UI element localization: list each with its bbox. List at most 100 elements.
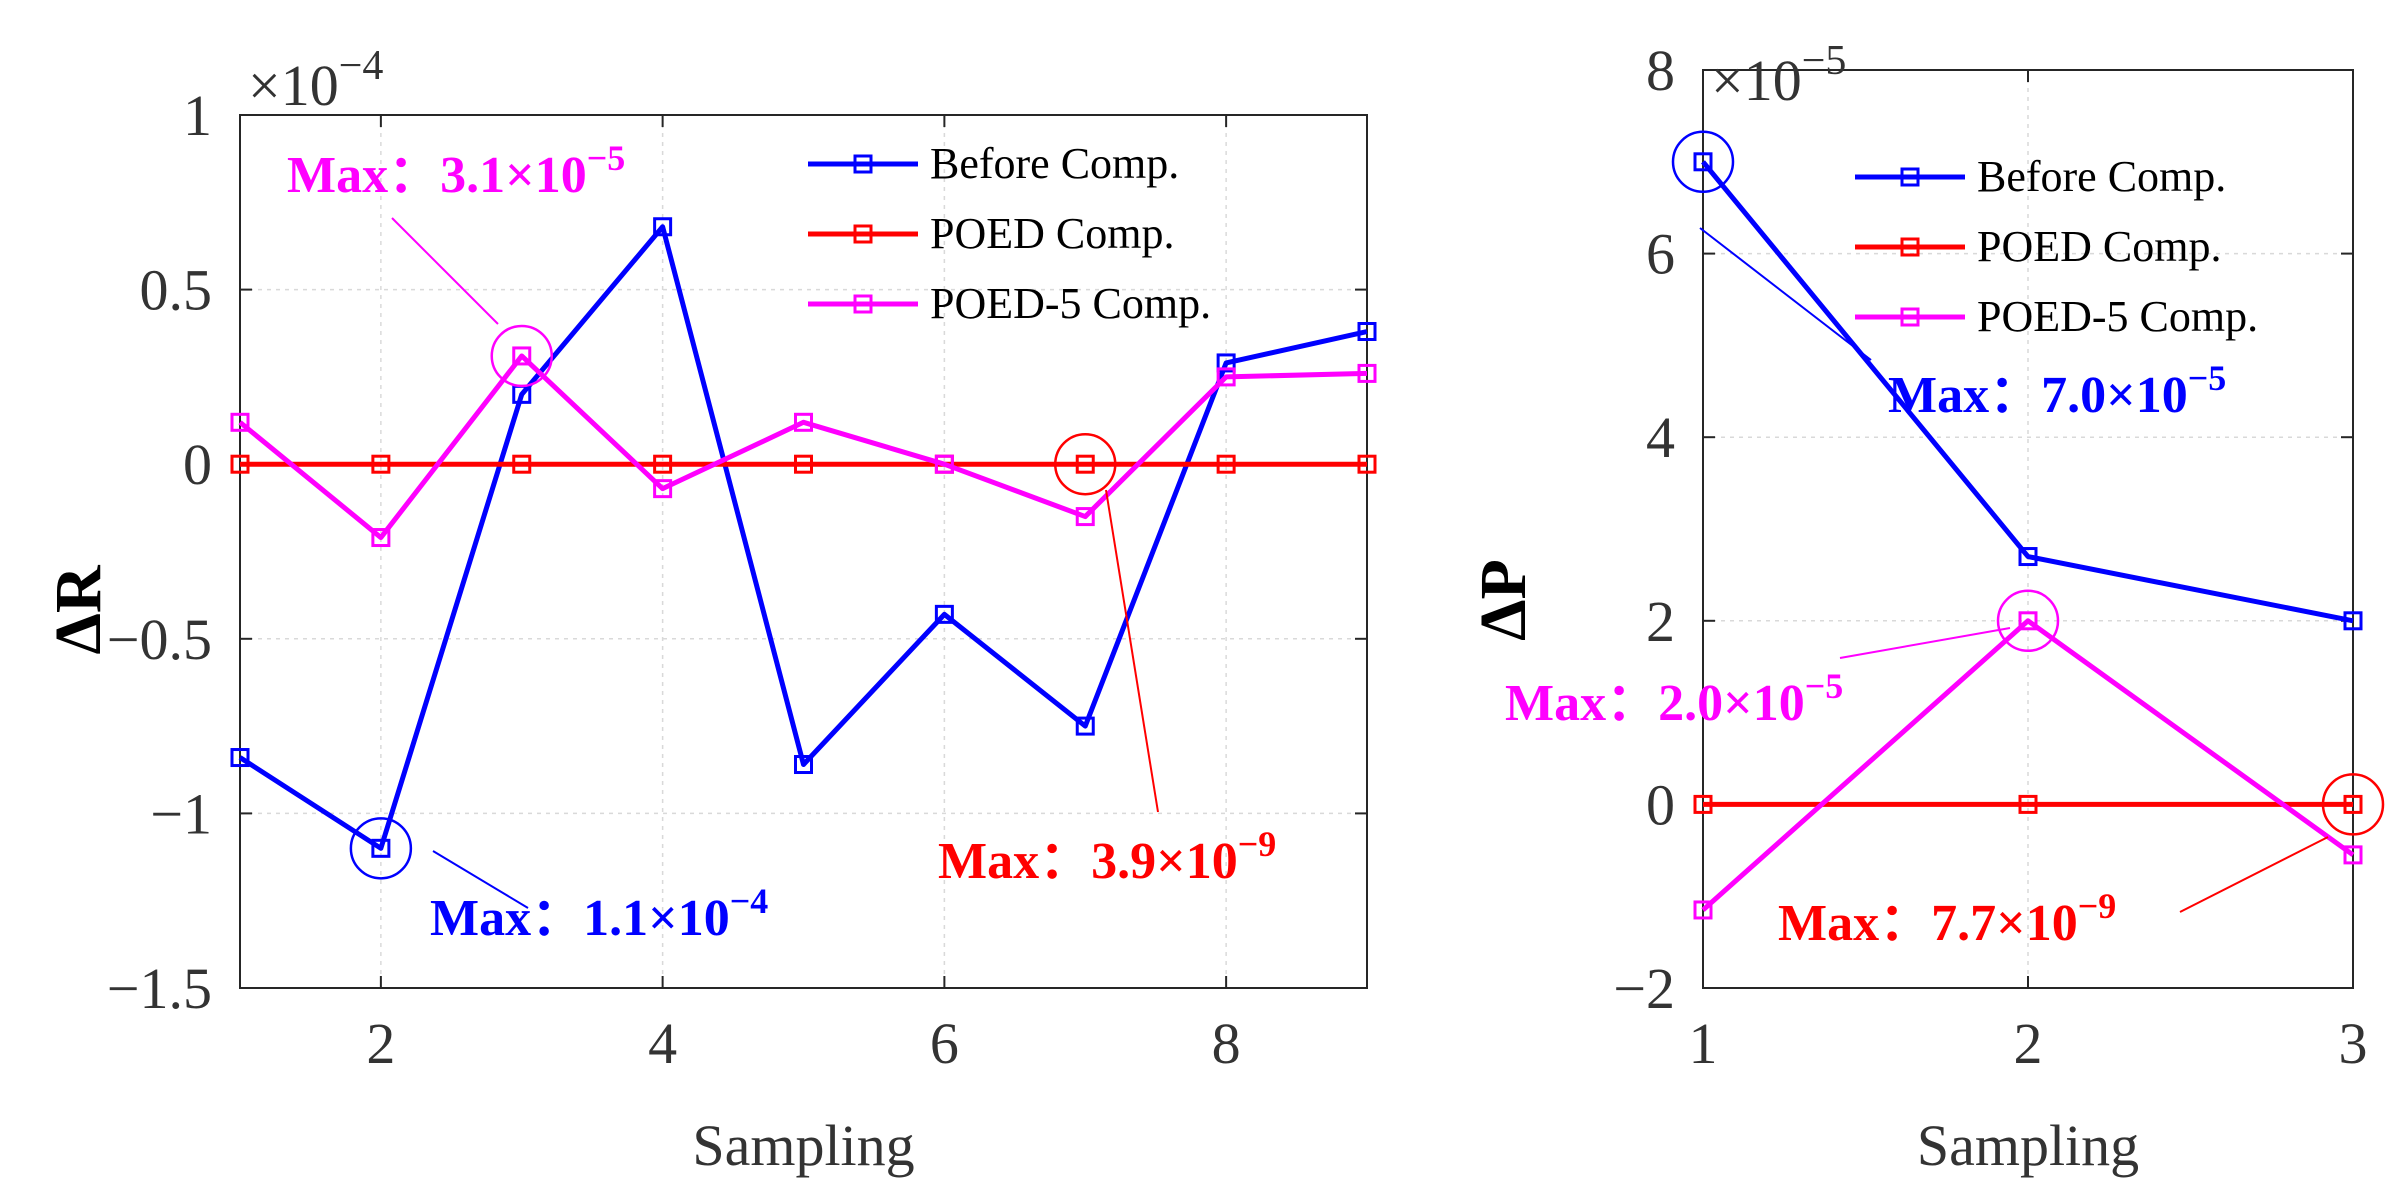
legend-marker [853, 224, 873, 244]
legend-label: POED-5 Comp. [1977, 292, 2258, 341]
annotation-exponent: −5 [587, 138, 626, 178]
data-point [794, 412, 813, 432]
data-point [653, 479, 673, 499]
data-point [794, 454, 813, 474]
legend: Before Comp. POED Comp. POED-5 Comp. [1855, 152, 2258, 341]
annotation-mantissa: 3.1×10 [440, 147, 587, 204]
series-poed-5-comp [1693, 611, 2363, 920]
y-tick-label: −1.5 [107, 956, 212, 1021]
annotation-text: Max：7.0×10−5 [1888, 358, 2226, 424]
annotation-mantissa: 2.0×10 [1658, 675, 1805, 732]
annotation-max: Max：3.9×10−9 [938, 432, 1276, 890]
data-point [512, 454, 532, 474]
y-tick-label: 1 [183, 83, 212, 148]
x-tick-label: 1 [1689, 1011, 1718, 1076]
legend-marker [853, 294, 873, 314]
legend-label: POED Comp. [1977, 222, 2221, 271]
x-tick-label: 3 [2339, 1011, 2368, 1076]
annotation-mantissa: 7.0×10 [2041, 367, 2188, 424]
annotation-max: Max：7.7×10−9 [1778, 773, 2385, 952]
annotation-leader [391, 217, 499, 325]
annotation-prefix: Max： [1778, 895, 1931, 952]
x-tick-label: 2 [2014, 1011, 2043, 1076]
data-point [371, 528, 391, 548]
annotation-text: Max：1.1×10−4 [430, 881, 768, 947]
annotation-leader [432, 850, 529, 909]
highlight-circle [2321, 773, 2385, 836]
data-point [230, 748, 250, 768]
legend-marker [1900, 237, 1920, 257]
highlight-circle [1996, 589, 2060, 653]
data-point [653, 454, 673, 474]
series-before-comp [230, 217, 1377, 858]
highlight-circle [1054, 432, 1117, 496]
y-tick-label: 0.5 [140, 258, 213, 323]
grid [1702, 69, 2354, 989]
annotation-prefix: Max： [430, 890, 583, 947]
annotation-max: Max：1.1×10−4 [349, 817, 768, 947]
x-tick-label: 6 [930, 1011, 959, 1076]
plot-area [239, 114, 1368, 989]
y-tick-label: −1 [150, 781, 212, 846]
data-point [1216, 367, 1236, 387]
data-point [1075, 454, 1095, 474]
annotation-prefix: Max： [938, 833, 1091, 890]
data-point [1357, 322, 1377, 342]
annotation-leader [2179, 836, 2329, 913]
y-tick-label: 4 [1646, 405, 1675, 470]
x-tick-label: 4 [648, 1011, 677, 1076]
annotation-leader [1839, 627, 2011, 659]
annotation-exponent: −9 [2078, 886, 2117, 926]
highlight-circle [490, 324, 553, 388]
series-poed-comp [230, 454, 1377, 474]
exponent-base: ×10 [248, 53, 339, 118]
chart-1: 2 4 6 8−1.5−1−0.500.51 ×10−4SamplingΔRBefore… [42, 43, 1377, 1178]
axis-exponent: ×10−5 [1711, 38, 1846, 113]
annotation-text: Max：3.9×10−9 [938, 824, 1276, 890]
y-tick-label: −0.5 [107, 607, 212, 672]
data-point [794, 755, 813, 775]
annotation-max: Max：2.0×10−5 [1505, 589, 2060, 732]
annotation-max: Max：3.1×10−5 [287, 138, 625, 388]
annotation-mantissa: 3.9×10 [1091, 833, 1238, 890]
data-point [934, 604, 954, 624]
data-point [371, 838, 391, 858]
data-point [1693, 900, 1713, 920]
x-axis-label: Sampling [1917, 1113, 2139, 1178]
data-point [1216, 454, 1236, 474]
data-point [1693, 152, 1713, 172]
data-point [1075, 716, 1095, 736]
annotation-prefix: Max： [1505, 675, 1658, 732]
exponent-power: −5 [1802, 38, 1847, 84]
data-point [2343, 794, 2363, 814]
series-line [1701, 618, 2355, 912]
highlight-circle [349, 817, 413, 880]
highlight-circle [1671, 130, 1735, 194]
data-point [2018, 794, 2038, 814]
data-point [2018, 547, 2038, 567]
data-point [1075, 507, 1095, 527]
annotation-prefix: Max： [287, 147, 440, 204]
annotation-prefix: Max： [1888, 367, 2041, 424]
annotation-leader [1699, 227, 1872, 361]
exponent-power: −4 [339, 43, 384, 89]
y-tick-label: 2 [1646, 589, 1675, 654]
annotation-text: Max：7.7×10−9 [1778, 886, 2116, 952]
series-poed-comp [1693, 794, 2363, 814]
legend-label: Before Comp. [1977, 152, 2226, 201]
data-point [2343, 611, 2363, 631]
legend-label: Before Comp. [930, 139, 1179, 188]
annotation-text: Max：3.1×10−5 [287, 138, 625, 204]
legend-label: POED-5 Comp. [930, 279, 1211, 328]
y-tick-label: 6 [1646, 222, 1675, 287]
series-line [238, 353, 1368, 541]
legend: Before Comp. POED Comp. POED-5 Comp. [808, 139, 1211, 328]
data-point [1357, 363, 1377, 383]
data-point [1357, 454, 1377, 474]
y-tick-label: 8 [1646, 38, 1675, 103]
series-before-comp [1693, 152, 2363, 631]
legend-marker [1900, 307, 1920, 327]
legend-label: POED Comp. [930, 209, 1174, 258]
series-line [1701, 160, 2354, 624]
